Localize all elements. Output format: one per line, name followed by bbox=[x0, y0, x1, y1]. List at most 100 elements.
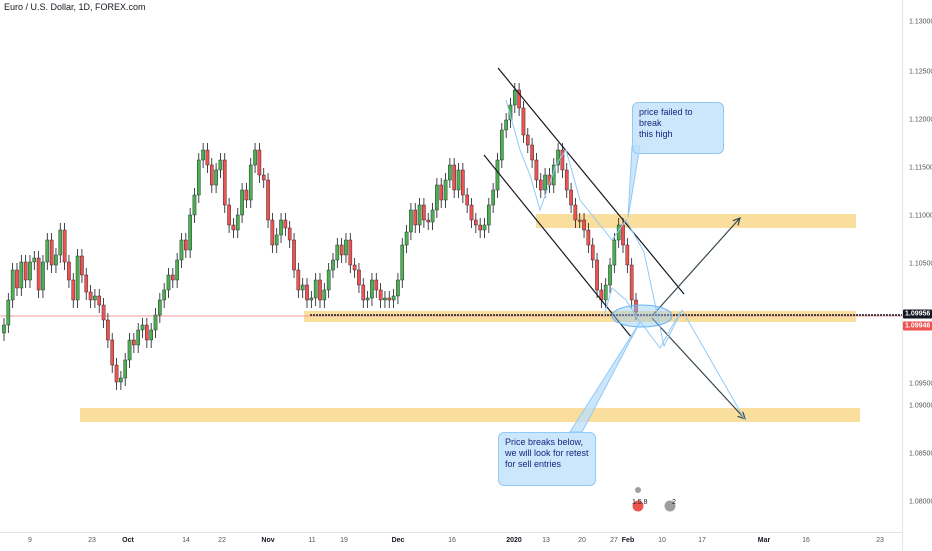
event-marker-icon bbox=[663, 499, 677, 513]
candle bbox=[58, 223, 63, 263]
candle bbox=[84, 268, 89, 300]
candle bbox=[62, 223, 67, 270]
drawing-tools[interactable] bbox=[483, 67, 745, 433]
time-tick: 17 bbox=[698, 537, 706, 544]
candle bbox=[305, 278, 309, 308]
candle bbox=[474, 213, 478, 233]
candle bbox=[625, 238, 630, 273]
candle bbox=[248, 158, 253, 208]
candle bbox=[543, 168, 547, 198]
time-tick: Mar bbox=[757, 537, 771, 544]
candle bbox=[244, 183, 249, 208]
candle bbox=[573, 198, 578, 228]
candle bbox=[448, 158, 452, 188]
candle bbox=[422, 198, 426, 228]
candle bbox=[331, 253, 335, 278]
candle bbox=[482, 218, 487, 238]
candle bbox=[413, 203, 418, 233]
support-resistance-zones bbox=[0, 214, 902, 422]
candle bbox=[15, 263, 19, 296]
candle bbox=[517, 83, 521, 116]
candle bbox=[569, 183, 573, 213]
candle bbox=[487, 198, 491, 233]
candle bbox=[132, 333, 136, 353]
candle bbox=[231, 218, 236, 238]
time-tick: Nov bbox=[261, 537, 275, 544]
candle bbox=[114, 358, 119, 390]
price-tag-ask: 1.09946 bbox=[903, 321, 932, 331]
candle bbox=[629, 258, 634, 308]
time-tick: Feb bbox=[621, 537, 635, 544]
candle bbox=[101, 298, 106, 328]
candle bbox=[227, 198, 231, 233]
candle bbox=[404, 225, 409, 253]
candle bbox=[274, 228, 279, 253]
candle bbox=[235, 208, 240, 238]
candle bbox=[417, 198, 422, 233]
candle bbox=[67, 255, 71, 288]
candle bbox=[491, 183, 495, 213]
candle bbox=[595, 253, 599, 298]
candle bbox=[352, 258, 357, 278]
candle bbox=[564, 163, 569, 198]
bullish-scenario-arrow bbox=[651, 218, 740, 317]
earnings-marker-icon bbox=[635, 487, 641, 493]
time-axis[interactable]: 9 23 Oct 14 22 Nov 11 19 Dec 16 2020 13 20 27 Feb 10 17 M… bbox=[0, 532, 902, 551]
candle bbox=[430, 203, 435, 230]
candle bbox=[556, 143, 560, 173]
callout-price-breaks[interactable]: Price breaks below, we will look for ret… bbox=[498, 432, 596, 486]
event-markers[interactable]: 1.5.8 2 bbox=[630, 484, 690, 518]
candle bbox=[2, 318, 6, 341]
time-tick: 16 bbox=[448, 537, 456, 544]
candle bbox=[145, 318, 149, 348]
candle bbox=[396, 273, 400, 304]
candle bbox=[461, 163, 465, 203]
time-tick: 2020 bbox=[506, 537, 522, 544]
candle bbox=[123, 353, 128, 386]
candle bbox=[443, 173, 448, 208]
candle bbox=[261, 168, 266, 188]
candle bbox=[45, 233, 50, 270]
callout-price-failed[interactable]: price failed to break this high bbox=[632, 102, 724, 154]
symbol-title: Euro / U.S. Dollar, 1D, FOREX.com bbox=[4, 2, 146, 12]
candle bbox=[435, 178, 439, 218]
candle bbox=[140, 318, 145, 338]
time-tick: Dec bbox=[391, 537, 405, 544]
candle bbox=[166, 268, 171, 298]
candle bbox=[257, 143, 262, 183]
candle bbox=[162, 283, 166, 308]
candle bbox=[300, 278, 305, 298]
candle bbox=[97, 289, 102, 313]
channel-lower-line bbox=[483, 154, 633, 339]
time-tick: 27 bbox=[610, 537, 618, 544]
price-tick: 1.11500 bbox=[909, 164, 932, 172]
candle bbox=[209, 158, 214, 193]
time-tick: 11 bbox=[308, 537, 316, 544]
candle bbox=[365, 291, 370, 308]
candle bbox=[240, 183, 244, 223]
candle bbox=[339, 238, 344, 263]
candle bbox=[344, 233, 348, 263]
candle bbox=[586, 223, 591, 253]
candle bbox=[296, 263, 301, 298]
candle bbox=[530, 138, 534, 168]
candle bbox=[49, 233, 54, 273]
candle bbox=[270, 213, 275, 253]
candle bbox=[149, 323, 153, 348]
candle bbox=[292, 233, 296, 278]
candle bbox=[521, 101, 526, 143]
candle bbox=[41, 255, 45, 298]
candle bbox=[80, 249, 84, 283]
candle bbox=[171, 268, 175, 288]
candle bbox=[158, 293, 162, 323]
price-axis[interactable]: 1.13000 1.12500 1.12000 1.11500 1.11000 1.105… bbox=[902, 0, 932, 550]
time-tick: 10 bbox=[658, 537, 666, 544]
candle bbox=[426, 213, 431, 230]
candle bbox=[283, 213, 288, 236]
candle bbox=[608, 258, 612, 293]
candle bbox=[495, 153, 500, 198]
candle bbox=[153, 308, 158, 338]
price-chart[interactable] bbox=[0, 0, 902, 532]
candle bbox=[214, 163, 218, 193]
